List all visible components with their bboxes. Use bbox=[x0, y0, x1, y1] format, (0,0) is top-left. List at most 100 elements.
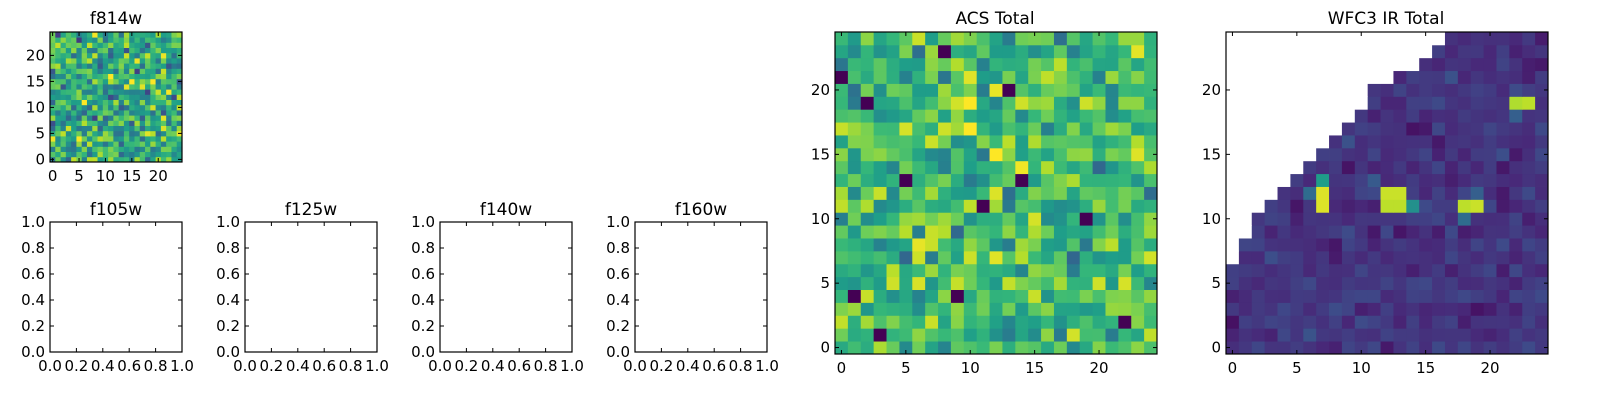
heatmap-cell bbox=[108, 130, 114, 137]
heatmap-cell bbox=[1535, 315, 1549, 329]
heatmap-cell bbox=[1432, 109, 1446, 123]
heatmap-cell bbox=[1053, 160, 1068, 175]
heatmap-cell bbox=[1419, 186, 1433, 200]
heatmap-cell bbox=[976, 302, 990, 316]
heatmap-cell bbox=[963, 302, 978, 316]
heatmap-cell bbox=[925, 122, 939, 136]
heatmap-cell bbox=[950, 302, 965, 316]
heatmap-cell bbox=[899, 225, 913, 239]
heatmap-cell bbox=[176, 63, 183, 69]
heatmap-cell bbox=[1144, 109, 1158, 123]
heatmap-cell bbox=[1066, 302, 1081, 316]
masked-region bbox=[1226, 44, 1433, 59]
heatmap-cell bbox=[1041, 83, 1055, 97]
heatmap-cell bbox=[1131, 32, 1145, 46]
heatmap-cell bbox=[912, 173, 926, 187]
heatmap-cell bbox=[1316, 302, 1330, 316]
heatmap-cell bbox=[1105, 147, 1119, 162]
heatmap-cell bbox=[1028, 122, 1042, 136]
heatmap-cell bbox=[899, 122, 913, 136]
heatmap-cell bbox=[1105, 160, 1119, 175]
heatmap-cell bbox=[1522, 70, 1536, 84]
heatmap-cell bbox=[1406, 83, 1420, 97]
heatmap-cell bbox=[155, 151, 162, 158]
heatmap-cell bbox=[113, 73, 120, 80]
heatmap-cell bbox=[1015, 315, 1029, 329]
x-tick-label: 10 bbox=[96, 167, 115, 185]
heatmap-cell bbox=[60, 156, 67, 163]
y-tick-label: 1.0 bbox=[411, 213, 435, 231]
heatmap-cell bbox=[1483, 70, 1497, 84]
heatmap-cell bbox=[1380, 109, 1394, 123]
heatmap-cell bbox=[108, 104, 114, 111]
heatmap-cell bbox=[60, 125, 67, 132]
heatmap-cell bbox=[1535, 341, 1549, 355]
heatmap-cell bbox=[873, 238, 887, 252]
heatmap-cell bbox=[1041, 186, 1055, 200]
heatmap-cell bbox=[835, 341, 849, 355]
heatmap-cell bbox=[1432, 122, 1446, 136]
heatmap-cell bbox=[1303, 302, 1317, 316]
heatmap-cell bbox=[1105, 122, 1119, 136]
heatmap-cell bbox=[1053, 225, 1068, 239]
heatmap-cell bbox=[1303, 276, 1317, 290]
heatmap-cell bbox=[950, 96, 965, 110]
heatmap-cell bbox=[873, 32, 887, 46]
heatmap-cell bbox=[1028, 109, 1042, 123]
heatmap-cell bbox=[1002, 96, 1016, 110]
heatmap-cell bbox=[55, 120, 61, 126]
heatmap-cell bbox=[1105, 32, 1119, 46]
heatmap-cell bbox=[899, 109, 913, 123]
heatmap-cell bbox=[1341, 302, 1356, 316]
heatmap-cell bbox=[1329, 160, 1343, 175]
y-tick-label: 1.0 bbox=[216, 213, 240, 231]
heatmap-cell bbox=[1522, 238, 1536, 252]
heatmap-cell bbox=[976, 122, 990, 136]
heatmap-cell bbox=[1118, 57, 1132, 72]
heatmap-cell bbox=[1432, 70, 1446, 84]
heatmap-cell bbox=[65, 63, 72, 69]
heatmap-cell bbox=[925, 238, 939, 252]
panel-f140w: f140w 0.0 0.2 0.4 0.6 0.8 1.0 0.00.20.40.60.8… bbox=[411, 200, 584, 375]
y-tick-label: 0.8 bbox=[216, 239, 240, 257]
heatmap-cell bbox=[1393, 186, 1407, 200]
y-tick-label: 15 bbox=[1202, 145, 1221, 163]
heatmap-cell bbox=[176, 32, 183, 38]
heatmap-cell bbox=[55, 52, 61, 59]
heatmap-cell bbox=[1380, 147, 1394, 162]
heatmap-cell bbox=[150, 52, 156, 59]
heatmap-cell bbox=[873, 57, 887, 72]
heatmap-cell bbox=[950, 135, 965, 149]
heatmap-cell bbox=[50, 42, 56, 48]
heatmap-cell bbox=[139, 47, 146, 54]
x-tick-label: 1.0 bbox=[170, 357, 194, 375]
heatmap-cell bbox=[1483, 135, 1497, 149]
heatmap-cell bbox=[847, 122, 862, 136]
heatmap-cell bbox=[1053, 173, 1068, 187]
heatmap-cell bbox=[1002, 315, 1016, 329]
heatmap-cell bbox=[1277, 302, 1291, 316]
heatmap-cell bbox=[835, 83, 849, 97]
heatmap-cell bbox=[76, 58, 83, 64]
heatmap-cell bbox=[76, 89, 83, 95]
heatmap-cell bbox=[873, 147, 887, 162]
x-tick-label: 0.8 bbox=[534, 357, 558, 375]
heatmap-cell bbox=[1522, 328, 1536, 342]
panel-f125w: f125w 0.0 0.2 0.4 0.6 0.8 1.0 0.00.20.40.60.8… bbox=[216, 200, 389, 375]
heatmap-cell bbox=[976, 212, 990, 226]
heatmap-cell bbox=[97, 136, 104, 142]
heatmap-cell bbox=[1457, 225, 1472, 239]
heatmap-cell bbox=[963, 173, 978, 187]
heatmap-cell bbox=[963, 44, 978, 59]
heatmap-cell bbox=[938, 250, 952, 265]
heatmap-cell bbox=[1002, 276, 1016, 290]
heatmap-cell bbox=[118, 136, 125, 142]
heatmap-cell bbox=[1457, 173, 1472, 187]
x-tick-label: 15 bbox=[1416, 359, 1435, 377]
y-tick-label: 20 bbox=[1202, 81, 1221, 99]
heatmap-cell bbox=[950, 147, 965, 162]
heatmap-cell bbox=[1393, 289, 1407, 303]
heatmap-cell bbox=[76, 52, 83, 59]
heatmap-cell bbox=[1131, 70, 1145, 84]
heatmap-cell bbox=[1092, 186, 1106, 200]
